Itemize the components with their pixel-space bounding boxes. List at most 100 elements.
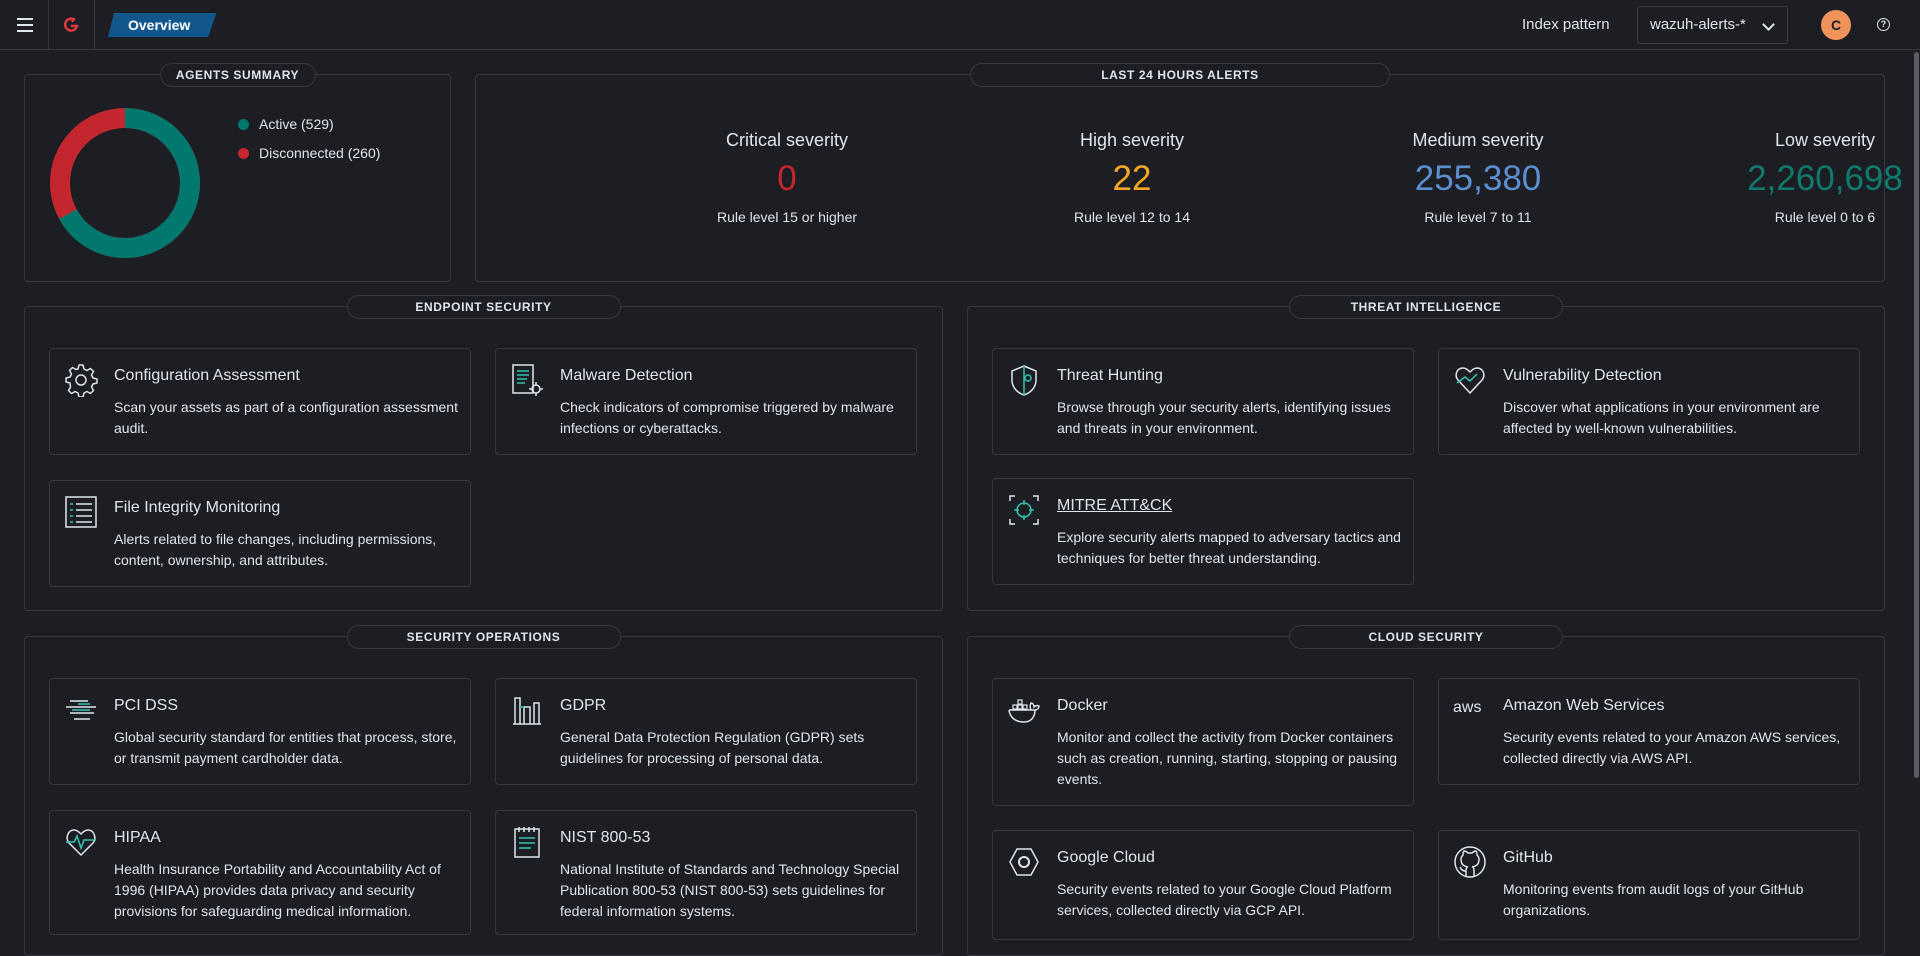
malware-doc-icon bbox=[512, 364, 543, 396]
severity-label: High severity bbox=[1079, 130, 1185, 150]
endpoint-security-title: ENDPOINT SECURITY bbox=[346, 295, 621, 319]
card-description: Scan your assets as part of a configurat… bbox=[114, 399, 458, 436]
card-github[interactable]: GitHub Monitoring events from audit logs… bbox=[1438, 830, 1860, 940]
card-nist-800-53[interactable]: NIST 800-53 National Institute of Standa… bbox=[495, 810, 917, 935]
card-description: Browse through your security alerts, ide… bbox=[1057, 399, 1391, 436]
high-severity-stat[interactable]: High severity 22 Rule level 12 to 14 bbox=[1007, 130, 1257, 225]
card-description: Global security standard for entities th… bbox=[114, 729, 457, 766]
severity-rule-range: Rule level 12 to 14 bbox=[1074, 209, 1190, 225]
crosshair-icon bbox=[1009, 495, 1039, 525]
agents-donut-chart[interactable] bbox=[49, 107, 201, 259]
card-title: GitHub bbox=[1503, 849, 1553, 866]
critical-severity-stat[interactable]: Critical severity 0 Rule level 15 or hig… bbox=[662, 130, 912, 225]
card-title: PCI DSS bbox=[114, 697, 179, 714]
card-file-integrity-monitoring[interactable]: File Integrity Monitoring Alerts related… bbox=[49, 480, 471, 587]
card-description: Security events related to your Amazon A… bbox=[1503, 729, 1841, 766]
card-vulnerability-detection[interactable]: Vulnerability Detection Discover what ap… bbox=[1438, 348, 1860, 455]
security-operations-panel: SECURITY OPERATIONS PCI DSS Global secur… bbox=[24, 625, 943, 956]
card-configuration-assessment[interactable]: Configuration Assessment Scan your asset… bbox=[49, 348, 471, 455]
divider bbox=[48, 0, 49, 50]
gear-icon bbox=[65, 364, 98, 397]
app-logo-icon[interactable] bbox=[60, 14, 82, 36]
docker-icon bbox=[1008, 699, 1040, 723]
top-navigation-bar: Overview Index pattern wazuh-alerts-* C … bbox=[0, 0, 1920, 50]
donut-active-segment[interactable] bbox=[50, 108, 200, 258]
severity-rule-range: Rule level 0 to 6 bbox=[1774, 209, 1876, 225]
card-amazon-web-services[interactable]: aws Amazon Web Services Security events … bbox=[1438, 678, 1860, 785]
aws-logo-text: aws bbox=[1453, 699, 1482, 716]
file-list-icon bbox=[65, 496, 97, 528]
card-title: Docker bbox=[1057, 697, 1108, 714]
low-severity-stat[interactable]: Low severity 2,260,698 Rule level 0 to 6 bbox=[1700, 130, 1920, 225]
card-description: Monitor and collect the activity from Do… bbox=[1057, 729, 1398, 787]
severity-count[interactable]: 255,380 bbox=[1414, 159, 1542, 198]
active-dot-icon bbox=[238, 118, 249, 130]
card-title-link[interactable]: MITRE ATT&CK bbox=[1057, 497, 1173, 514]
card-hipaa[interactable]: HIPAA Health Insurance Portability and A… bbox=[49, 810, 471, 935]
card-title: Amazon Web Services bbox=[1503, 697, 1665, 714]
agents-summary-panel: AGENTS SUMMARY Active (529) Disconnected… bbox=[24, 63, 451, 282]
pci-card-icon bbox=[66, 700, 96, 720]
card-description: Discover what applications in your envir… bbox=[1503, 399, 1820, 436]
threat-intelligence-title: THREAT INTELLIGENCE bbox=[1289, 295, 1563, 319]
medium-severity-stat[interactable]: Medium severity 255,380 Rule level 7 to … bbox=[1353, 130, 1603, 225]
index-pattern-label: Index pattern bbox=[1522, 16, 1610, 33]
card-google-cloud[interactable]: Google Cloud Security events related to … bbox=[992, 830, 1414, 940]
severity-rule-range: Rule level 15 or higher bbox=[716, 209, 858, 225]
card-description: Explore security alerts mapped to advers… bbox=[1057, 529, 1401, 566]
index-pattern-value: wazuh-alerts-* bbox=[1650, 16, 1746, 33]
legend-active-label: Active (529) bbox=[259, 116, 334, 132]
github-icon bbox=[1454, 846, 1486, 878]
menu-icon[interactable] bbox=[12, 12, 38, 38]
card-mitre-attack[interactable]: MITRE ATT&CK Explore security alerts map… bbox=[992, 478, 1414, 585]
cloud-security-title: CLOUD SECURITY bbox=[1289, 625, 1563, 649]
google-cloud-icon bbox=[1009, 848, 1039, 876]
alerts-title: LAST 24 HOURS ALERTS bbox=[970, 63, 1390, 87]
severity-count[interactable]: 22 bbox=[1112, 159, 1152, 198]
card-title: GDPR bbox=[560, 697, 607, 714]
card-description: Security events related to your Google C… bbox=[1057, 881, 1392, 918]
disconnected-dot-icon bbox=[238, 147, 249, 159]
card-description: National Institute of Standards and Tech… bbox=[560, 861, 900, 919]
cloud-security-panel: CLOUD SECURITY Docker Monitor and collec… bbox=[967, 625, 1885, 956]
legend-active[interactable]: Active (529) bbox=[238, 116, 334, 132]
card-title: Google Cloud bbox=[1057, 849, 1155, 866]
index-pattern-select[interactable]: wazuh-alerts-* bbox=[1637, 6, 1788, 44]
card-threat-hunting[interactable]: Threat Hunting Browse through your secur… bbox=[992, 348, 1414, 455]
severity-label: Medium severity bbox=[1412, 130, 1544, 150]
card-title: NIST 800-53 bbox=[560, 829, 651, 846]
card-title: File Integrity Monitoring bbox=[114, 499, 281, 516]
user-avatar[interactable]: C bbox=[1821, 10, 1851, 40]
help-icon[interactable]: ? bbox=[1877, 18, 1890, 31]
severity-count[interactable]: 0 bbox=[777, 159, 797, 198]
card-description: Check indicators of compromise triggered… bbox=[560, 399, 894, 436]
card-pci-dss[interactable]: PCI DSS Global security standard for ent… bbox=[49, 678, 471, 785]
divider bbox=[94, 0, 95, 50]
heartbeat-icon bbox=[66, 829, 96, 857]
threat-intelligence-panel: THREAT INTELLIGENCE Threat Hunting Brows… bbox=[967, 295, 1885, 611]
card-description: Alerts related to file changes, includin… bbox=[114, 531, 437, 568]
card-gdpr[interactable]: GDPR General Data Protection Regulation … bbox=[495, 678, 917, 785]
gdpr-building-icon bbox=[513, 697, 541, 725]
scrollbar-thumb[interactable] bbox=[1914, 52, 1919, 778]
heart-check-icon bbox=[1455, 367, 1485, 395]
card-title: Threat Hunting bbox=[1057, 367, 1163, 384]
card-description: Health Insurance Portability and Account… bbox=[114, 861, 441, 919]
chevron-down-icon bbox=[1762, 18, 1775, 31]
card-title: Configuration Assessment bbox=[114, 367, 300, 384]
breadcrumb-overview[interactable]: Overview bbox=[108, 13, 216, 37]
card-title: HIPAA bbox=[114, 829, 161, 846]
legend-disconnected[interactable]: Disconnected (260) bbox=[238, 145, 380, 161]
card-title: Malware Detection bbox=[560, 367, 693, 384]
severity-count[interactable]: 2,260,698 bbox=[1747, 159, 1903, 198]
severity-label: Critical severity bbox=[725, 130, 849, 150]
security-operations-title: SECURITY OPERATIONS bbox=[346, 625, 621, 649]
legend-disconnected-label: Disconnected (260) bbox=[259, 145, 381, 161]
card-description: Monitoring events from audit logs of you… bbox=[1503, 881, 1804, 918]
notepad-icon bbox=[514, 827, 540, 858]
severity-rule-range: Rule level 7 to 11 bbox=[1424, 209, 1532, 225]
aws-icon: aws bbox=[1453, 693, 1487, 727]
card-malware-detection[interactable]: Malware Detection Check indicators of co… bbox=[495, 348, 917, 455]
endpoint-security-panel: ENDPOINT SECURITY Configuration Assessme… bbox=[24, 295, 943, 611]
card-docker[interactable]: Docker Monitor and collect the activity … bbox=[992, 678, 1414, 806]
